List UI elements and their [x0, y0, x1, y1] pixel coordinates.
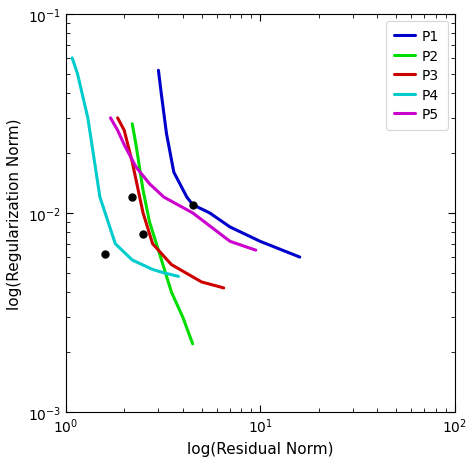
- P5: [108, 116, 113, 121]
- P5: [253, 248, 259, 253]
- P4: [161, 270, 167, 276]
- P2: [155, 248, 161, 253]
- P3: [221, 286, 227, 291]
- P3: [169, 262, 174, 268]
- P4: [175, 274, 181, 280]
- P4: [129, 258, 135, 263]
- P4: [69, 56, 75, 62]
- P1: [257, 239, 263, 244]
- P3: [121, 128, 127, 134]
- P4: [112, 241, 118, 247]
- Line: P4: P4: [72, 59, 178, 277]
- P5: [227, 239, 233, 244]
- P2: [190, 341, 195, 347]
- P3: [129, 160, 135, 165]
- Legend: P1, P2, P3, P4, P5: P1, P2, P3, P4, P5: [386, 22, 447, 130]
- P3: [199, 280, 204, 285]
- Line: P1: P1: [158, 71, 300, 257]
- P3: [115, 116, 120, 121]
- P3: [150, 241, 155, 247]
- X-axis label: log(Residual Norm): log(Residual Norm): [187, 441, 333, 456]
- P1: [171, 170, 177, 175]
- P1: [164, 131, 169, 137]
- Line: P5: P5: [110, 119, 256, 250]
- P4: [97, 195, 103, 200]
- P1: [184, 195, 190, 200]
- P2: [133, 143, 139, 148]
- P1: [158, 91, 164, 97]
- P2: [169, 290, 174, 295]
- Y-axis label: log(Regularization Norm): log(Regularization Norm): [7, 118, 22, 309]
- P5: [190, 211, 195, 216]
- P2: [146, 220, 152, 225]
- P4: [85, 116, 91, 121]
- P1: [155, 69, 161, 74]
- P5: [146, 181, 152, 187]
- P5: [133, 165, 139, 170]
- P1: [227, 225, 233, 230]
- P2: [140, 188, 146, 194]
- P3: [140, 211, 146, 216]
- P4: [150, 267, 155, 273]
- P2: [129, 122, 135, 127]
- P5: [115, 128, 120, 134]
- P1: [297, 255, 302, 260]
- P4: [74, 72, 80, 77]
- P5: [121, 143, 127, 148]
- P5: [161, 195, 167, 200]
- P2: [180, 314, 186, 320]
- P1: [190, 202, 195, 208]
- P1: [207, 211, 212, 216]
- Line: P3: P3: [118, 119, 224, 288]
- Line: P2: P2: [132, 125, 192, 344]
